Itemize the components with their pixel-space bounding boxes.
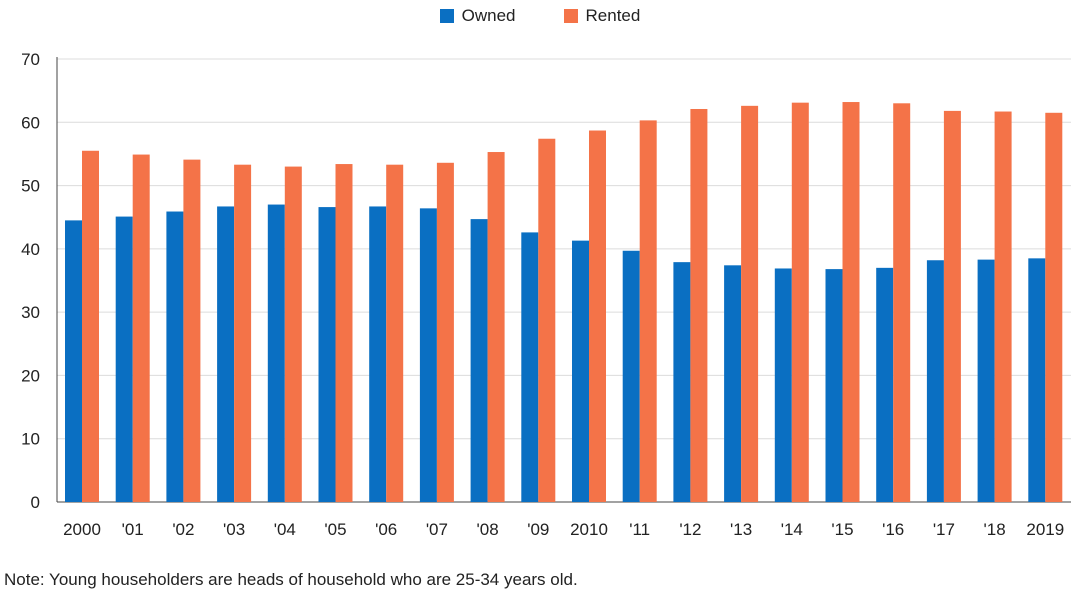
bar-owned: [622, 250, 640, 502]
chart-legend: Owned Rented: [0, 4, 1084, 28]
x-tick-label: '01: [122, 520, 144, 539]
bar-owned: [572, 240, 589, 502]
bar-rented: [538, 138, 556, 502]
x-tick-label: '09: [527, 520, 549, 539]
bar-owned: [369, 206, 387, 502]
x-tick-label: '04: [274, 520, 296, 539]
bar-rented: [791, 102, 809, 502]
bar-rented: [893, 103, 911, 503]
bar-rented: [487, 152, 505, 502]
x-tick-label: '17: [933, 520, 955, 539]
bar-rented: [386, 164, 404, 502]
bar-owned: [217, 206, 235, 502]
y-tick-label: 10: [21, 430, 40, 449]
x-tick-label: '14: [781, 520, 803, 539]
bar-owned: [1028, 258, 1046, 502]
x-tick-label: '16: [882, 520, 904, 539]
bar-owned: [166, 211, 184, 503]
bar-owned: [419, 208, 437, 502]
x-tick-label: '13: [730, 520, 752, 539]
bar-rented: [82, 150, 99, 502]
x-tick-label: 2010: [570, 520, 608, 539]
bar-rented: [1045, 112, 1063, 503]
bar-rented: [994, 111, 1012, 502]
x-tick-label: '11: [629, 520, 650, 539]
x-tick-label: '06: [375, 520, 397, 539]
x-tick-label: '12: [679, 520, 701, 539]
y-tick-label: 40: [21, 240, 40, 259]
bar-owned: [65, 220, 82, 502]
legend-swatch-owned: [439, 9, 454, 23]
bar-owned: [774, 268, 792, 502]
chart-note: Note: Young householders are heads of ho…: [4, 570, 578, 589]
legend-item-rented: Rented: [563, 6, 641, 26]
x-tick-label: 2019: [1026, 520, 1064, 539]
bar-owned: [470, 219, 488, 502]
x-tick-label: 2000: [63, 520, 101, 539]
legend-label-owned: Owned: [461, 6, 516, 25]
bar-rented: [690, 108, 708, 502]
bar-owned: [267, 204, 285, 503]
x-tick-label: '03: [223, 520, 245, 539]
legend-label-rented: Rented: [585, 6, 641, 25]
bar-owned: [673, 262, 691, 502]
y-tick-label: 50: [21, 177, 40, 196]
bar-rented: [589, 130, 606, 502]
bar-owned: [115, 216, 133, 502]
bar-owned: [977, 259, 995, 502]
x-tick-label: '08: [477, 520, 499, 539]
bar-chart: 0 10 20 30 40 50 60 70 2000 '01 '02 '03 '04 '05 '06 '07…: [21, 50, 1071, 539]
bar-rented: [842, 102, 860, 502]
bar-rented: [234, 164, 252, 502]
x-tick-label: '07: [426, 520, 448, 539]
bar-owned: [876, 267, 894, 502]
legend-swatch-rented: [563, 9, 578, 23]
bar-rented: [335, 164, 353, 502]
bar-rented: [639, 120, 657, 502]
x-tick-label: '02: [172, 520, 194, 539]
bar-rented: [741, 105, 759, 503]
y-tick-label: 60: [21, 113, 40, 132]
y-tick-label: 70: [21, 50, 40, 69]
bar-rented: [132, 154, 150, 502]
y-tick-label: 30: [21, 303, 40, 322]
bar-owned: [318, 207, 336, 503]
bar-rented: [436, 162, 454, 502]
bar-owned: [724, 265, 742, 502]
x-tick-label: '18: [984, 520, 1006, 539]
bar-rented: [943, 110, 961, 502]
y-tick-label: 0: [31, 493, 40, 512]
bar-rented: [183, 159, 201, 503]
x-tick-label: '15: [831, 520, 853, 539]
bar-owned: [926, 260, 944, 502]
x-tick-label: '05: [324, 520, 346, 539]
bar-rented: [284, 166, 302, 502]
legend-item-owned: Owned: [439, 6, 516, 26]
bar-owned: [825, 269, 843, 502]
bar-owned: [521, 232, 539, 502]
y-tick-label: 20: [21, 366, 40, 385]
